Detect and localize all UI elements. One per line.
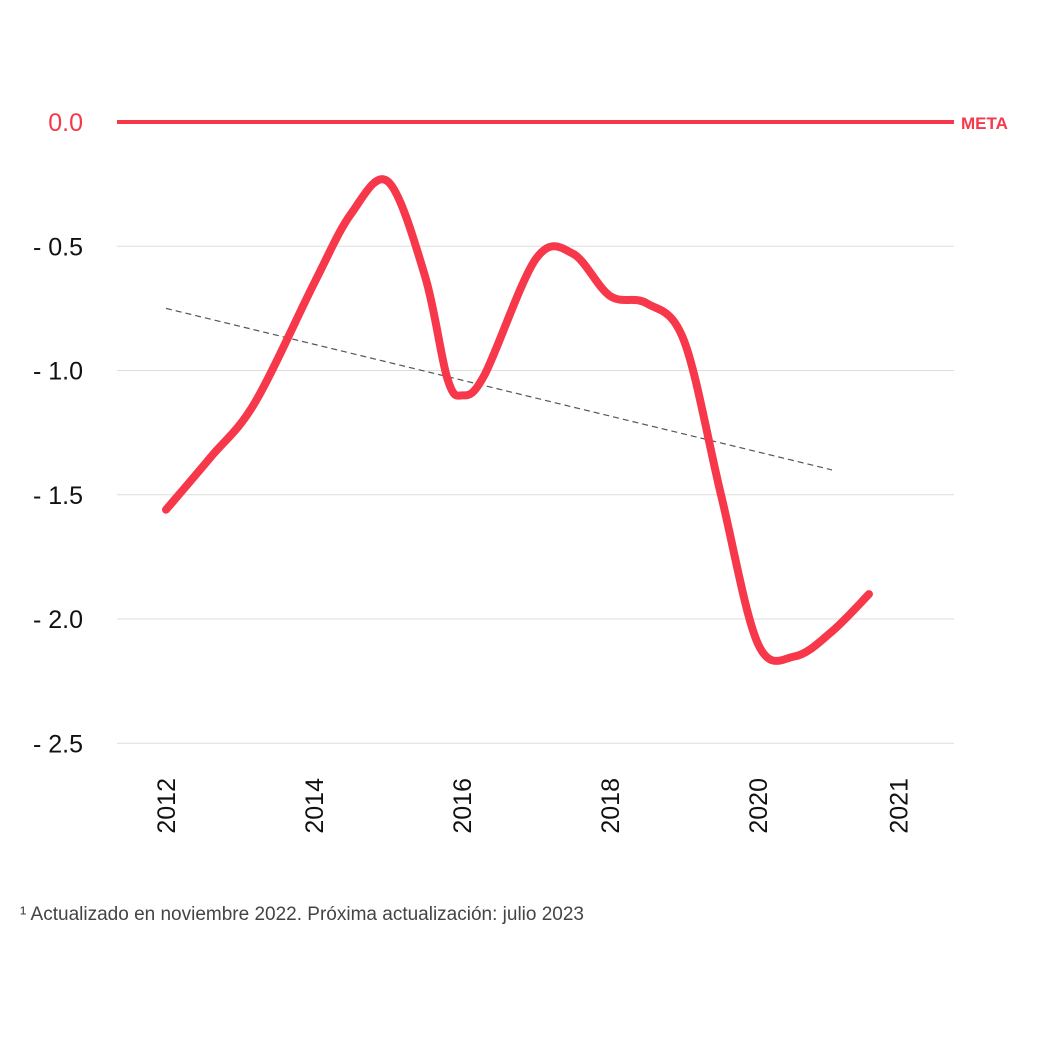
x-tick-label: 2021: [886, 778, 914, 834]
x-tick-label: 2016: [449, 778, 477, 834]
gridlines: [117, 245, 954, 744]
x-tick-label: 2020: [745, 778, 773, 834]
y-tick-label: - 0.5: [33, 233, 83, 261]
series-line: [162, 175, 873, 665]
trend-line: [165, 307, 833, 471]
y-axis-ticks: 0.0 - 0.5 - 1.0 - 1.5 - 2.0 - 2.5: [33, 109, 83, 758]
goal-line-group: META: [117, 114, 1008, 133]
y-tick-label: 0.0: [48, 109, 83, 137]
y-tick-label: - 1.0: [33, 358, 83, 386]
y-tick-label: - 2.0: [33, 606, 83, 634]
footnote: ¹ Actualizado en noviembre 2022. Próxima…: [20, 904, 584, 925]
line-chart: META 0.0- 0.5- 1.0- 1.5- 2.0- 2.5 2012 20…: [33, 109, 1008, 834]
x-axis-ticks: 2012 2014 2016 2018 2020 2021: [153, 778, 914, 834]
x-tick-label: 2012: [153, 778, 181, 834]
y-tick-label: - 1.5: [33, 482, 83, 510]
series-group: [162, 175, 873, 665]
x-tick-label: 2018: [597, 778, 625, 834]
y-tick-label: - 2.5: [33, 730, 83, 758]
trend-line-group: [165, 307, 833, 471]
goal-label: META: [961, 114, 1008, 133]
x-tick-label: 2014: [301, 778, 329, 834]
